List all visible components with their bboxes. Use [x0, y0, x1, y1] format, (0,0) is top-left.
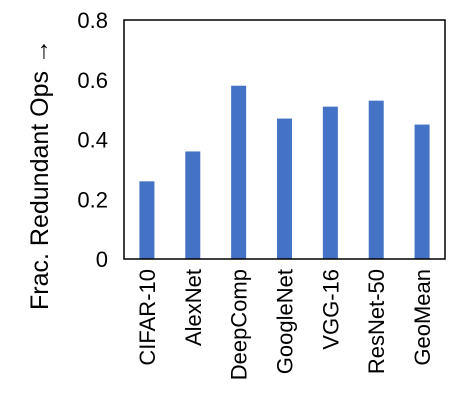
- bar: [322, 106, 338, 259]
- category-labels: CIFAR-10 AlexNet DeepComp GoogleNet VGG-16 Re…: [135, 269, 435, 380]
- bar: [231, 85, 247, 259]
- bar: [139, 181, 155, 259]
- y-tick-labels: 0 0.2 0.4 0.6 0.8: [77, 8, 108, 272]
- plot-frame: [123, 19, 446, 260]
- category-label: GeoMean: [410, 269, 435, 366]
- bar: [185, 151, 201, 259]
- category-label: GoogleNet: [273, 269, 298, 374]
- bar: [414, 124, 430, 259]
- bar: [277, 118, 292, 260]
- y-tick-label: 0: [96, 247, 108, 272]
- category-label: VGG-16: [318, 269, 343, 350]
- category-label: CIFAR-10: [135, 269, 160, 366]
- y-tick-label: 0.4: [77, 128, 108, 153]
- category-label: DeepComp: [227, 269, 252, 380]
- bars: [139, 85, 430, 260]
- y-axis-title: Frac. Redundant Ops →: [26, 39, 54, 310]
- y-tick-label: 0.6: [77, 68, 108, 93]
- category-label: AlexNet: [181, 269, 206, 346]
- y-tick-label: 0.2: [77, 187, 108, 212]
- category-label: ResNet-50: [364, 269, 389, 374]
- y-tick-label: 0.8: [77, 8, 108, 33]
- bar: [368, 100, 384, 259]
